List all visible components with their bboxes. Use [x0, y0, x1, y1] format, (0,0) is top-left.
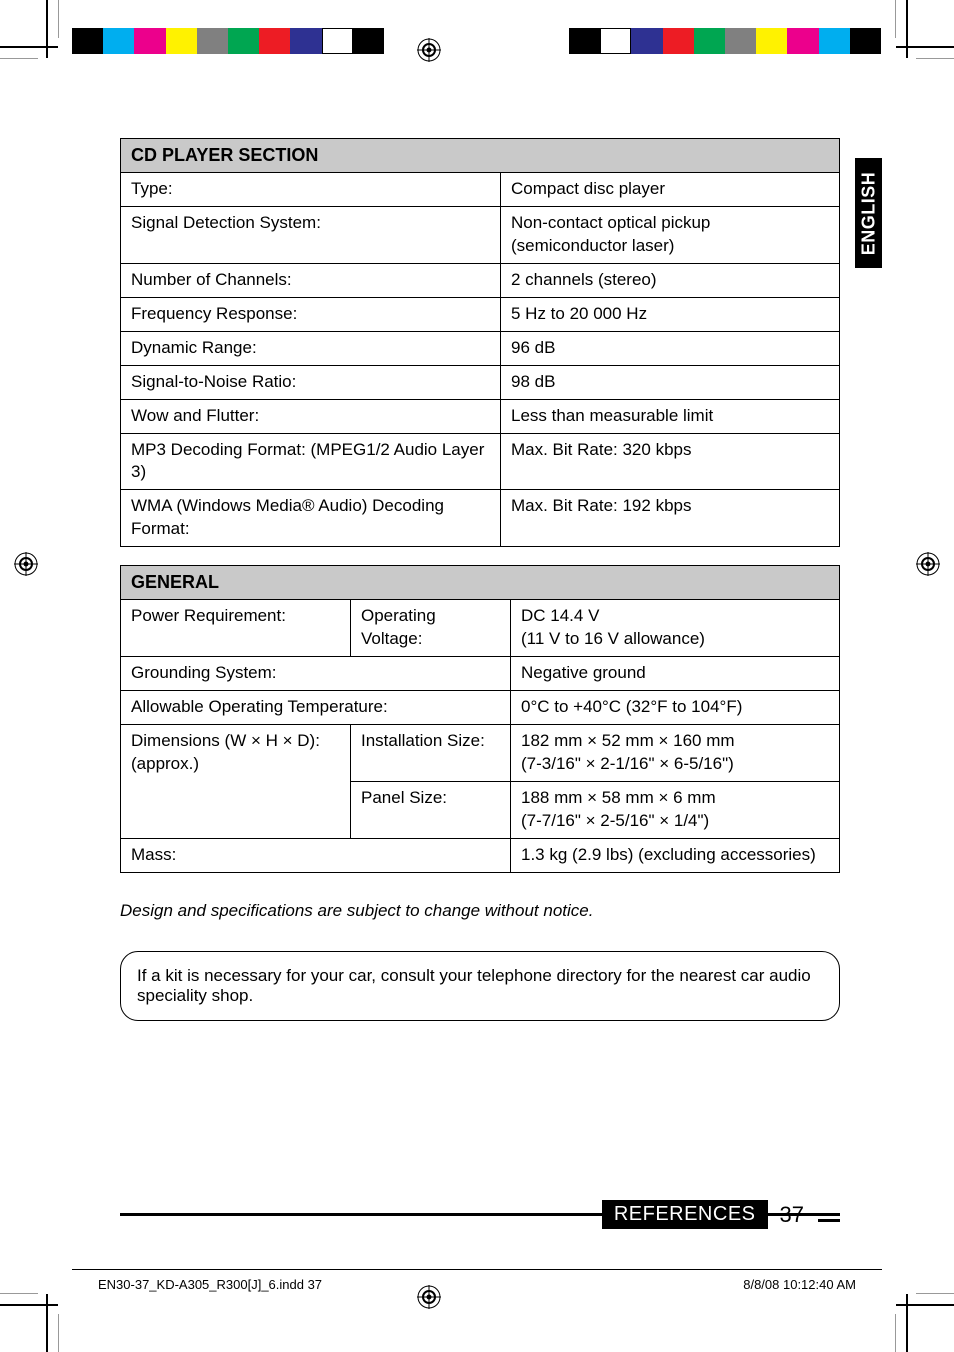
spec-value: 98 dB — [501, 365, 840, 399]
color-bar-right — [569, 28, 881, 54]
spec-label: MP3 Decoding Format: (MPEG1/2 Audio Laye… — [121, 433, 501, 490]
language-tab: ENGLISH — [855, 158, 882, 268]
grounding-system-value: Negative ground — [511, 657, 840, 691]
registration-mark-icon — [417, 1285, 441, 1309]
spec-label: Number of Channels: — [121, 263, 501, 297]
slug-left: EN30-37_KD-A305_R300[J]_6.indd 37 — [98, 1277, 322, 1292]
spec-label: Wow and Flutter: — [121, 399, 501, 433]
spec-value: Max. Bit Rate: 192 kbps — [501, 490, 840, 547]
color-bar-left — [72, 28, 384, 54]
slug-rule — [72, 1269, 882, 1270]
operating-voltage-label: Operating Voltage: — [351, 600, 511, 657]
footer-section-label: REFERENCES — [602, 1200, 768, 1229]
design-note: Design and specifications are subject to… — [120, 901, 840, 921]
registration-mark-icon — [417, 38, 441, 62]
spec-label: WMA (Windows Media® Audio) Decoding Form… — [121, 490, 501, 547]
dimensions-label: Dimensions (W × H × D): (approx.) — [121, 725, 351, 839]
installation-size-label: Installation Size: — [351, 725, 511, 782]
installation-size-value: 182 mm × 52 mm × 160 mm(7-3/16" × 2-1/16… — [511, 725, 840, 782]
panel-size-label: Panel Size: — [351, 781, 511, 838]
spec-value: Less than measurable limit — [501, 399, 840, 433]
footer: REFERENCES 37 — [120, 1200, 840, 1230]
cd-player-spec-table: CD PLAYER SECTION Type:Compact disc play… — [120, 138, 840, 547]
slug-right: 8/8/08 10:12:40 AM — [743, 1277, 856, 1292]
spec-label: Dynamic Range: — [121, 331, 501, 365]
spec-value: Non-contact optical pickup (semiconducto… — [501, 206, 840, 263]
power-requirement-label: Power Requirement: — [121, 600, 351, 657]
panel-size-value: 188 mm × 58 mm × 6 mm(7-7/16" × 2-5/16" … — [511, 781, 840, 838]
spec-label: Signal-to-Noise Ratio: — [121, 365, 501, 399]
mass-label: Mass: — [121, 838, 511, 872]
cd-section-header: CD PLAYER SECTION — [121, 139, 840, 173]
footer-tick-icon — [818, 1219, 840, 1222]
operating-temperature-label: Allowable Operating Temperature: — [121, 691, 511, 725]
spec-value: 5 Hz to 20 000 Hz — [501, 297, 840, 331]
spec-label: Frequency Response: — [121, 297, 501, 331]
general-section-header: GENERAL — [121, 566, 840, 600]
spec-label: Signal Detection System: — [121, 206, 501, 263]
footer-page-number: 37 — [780, 1202, 806, 1228]
spec-value: 96 dB — [501, 331, 840, 365]
registration-mark-icon — [916, 552, 940, 576]
mass-value: 1.3 kg (2.9 lbs) (excluding accessories) — [511, 838, 840, 872]
spec-value: Compact disc player — [501, 173, 840, 207]
operating-voltage-value: DC 14.4 V(11 V to 16 V allowance) — [511, 600, 840, 657]
spec-value: 2 channels (stereo) — [501, 263, 840, 297]
kit-callout-text: If a kit is necessary for your car, cons… — [137, 966, 811, 1005]
spec-label: Type: — [121, 173, 501, 207]
spec-value: Max. Bit Rate: 320 kbps — [501, 433, 840, 490]
operating-temperature-value: 0°C to +40°C (32°F to 104°F) — [511, 691, 840, 725]
grounding-system-label: Grounding System: — [121, 657, 511, 691]
kit-callout: If a kit is necessary for your car, cons… — [120, 951, 840, 1021]
general-spec-table: GENERAL Power Requirement: Operating Vol… — [120, 565, 840, 872]
registration-mark-icon — [14, 552, 38, 576]
language-tab-label: ENGLISH — [858, 171, 879, 255]
